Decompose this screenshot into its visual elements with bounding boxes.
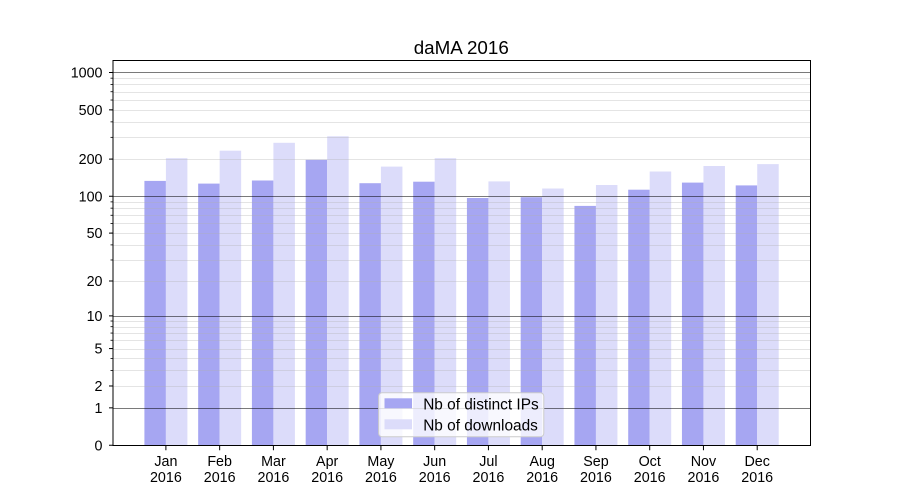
svg-text:Apr: Apr xyxy=(316,454,338,470)
svg-text:2016: 2016 xyxy=(688,470,720,486)
svg-text:daMA 2016: daMA 2016 xyxy=(414,37,509,58)
svg-text:Jun: Jun xyxy=(423,454,446,470)
svg-text:2016: 2016 xyxy=(365,470,397,486)
svg-text:100: 100 xyxy=(79,189,103,205)
svg-text:Sep: Sep xyxy=(583,454,608,470)
svg-text:2016: 2016 xyxy=(150,470,182,486)
svg-text:200: 200 xyxy=(79,152,103,168)
svg-text:50: 50 xyxy=(87,226,103,242)
svg-text:May: May xyxy=(367,454,395,470)
svg-text:2016: 2016 xyxy=(580,470,612,486)
svg-text:Nov: Nov xyxy=(691,454,717,470)
svg-text:2016: 2016 xyxy=(473,470,505,486)
svg-text:Mar: Mar xyxy=(261,454,286,470)
svg-text:2016: 2016 xyxy=(741,470,773,486)
svg-text:Dec: Dec xyxy=(744,454,769,470)
svg-text:2016: 2016 xyxy=(419,470,451,486)
svg-text:1: 1 xyxy=(95,401,103,417)
svg-text:2: 2 xyxy=(95,379,103,395)
svg-text:Feb: Feb xyxy=(207,454,232,470)
svg-text:Oct: Oct xyxy=(639,454,661,470)
svg-text:2016: 2016 xyxy=(311,470,343,486)
svg-text:500: 500 xyxy=(79,103,103,119)
svg-text:2016: 2016 xyxy=(634,470,666,486)
svg-text:2016: 2016 xyxy=(526,470,558,486)
svg-text:1000: 1000 xyxy=(71,66,103,82)
svg-text:2016: 2016 xyxy=(258,470,290,486)
svg-text:Jul: Jul xyxy=(479,454,497,470)
svg-text:Nb of downloads: Nb of downloads xyxy=(423,418,538,435)
svg-text:20: 20 xyxy=(87,274,103,290)
svg-text:0: 0 xyxy=(95,438,103,454)
svg-text:Jan: Jan xyxy=(154,454,177,470)
svg-text:2016: 2016 xyxy=(204,470,236,486)
svg-text:5: 5 xyxy=(95,342,103,358)
svg-text:Aug: Aug xyxy=(529,454,554,470)
svg-text:Nb of distinct IPs: Nb of distinct IPs xyxy=(423,397,539,414)
svg-text:10: 10 xyxy=(87,309,103,325)
